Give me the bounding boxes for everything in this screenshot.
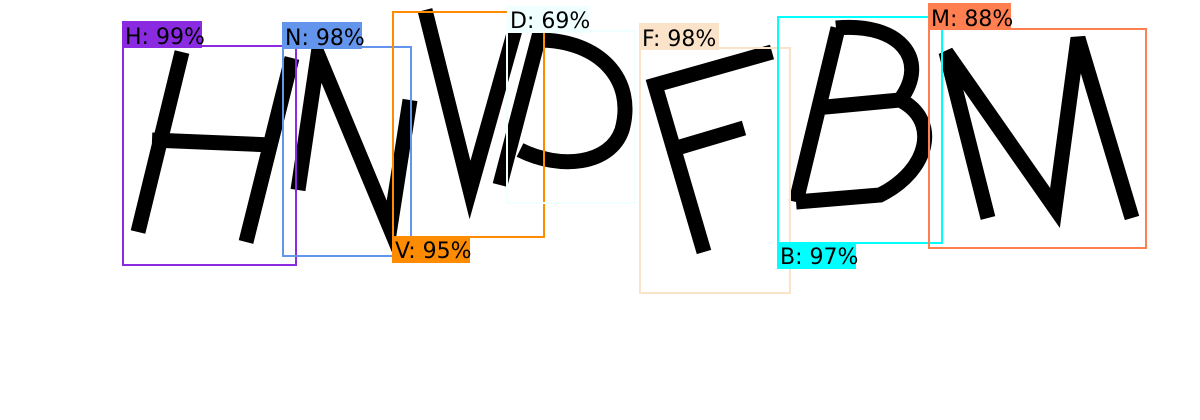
label-background: [282, 22, 362, 49]
detection-h: H: 99%: [122, 21, 297, 266]
detection-label: H: 99%: [125, 25, 205, 50]
captcha-image: [130, 8, 1140, 256]
detection-label: N: 98%: [285, 26, 365, 51]
glyph-m: [938, 35, 1140, 229]
bounding-box: [777, 16, 943, 244]
detection-v: V: 95%: [392, 11, 545, 264]
detection-label: B: 97%: [780, 245, 858, 270]
detection-d: D: 69%: [506, 6, 636, 204]
detection-n: N: 98%: [282, 22, 412, 257]
label-background: [777, 242, 856, 269]
glyph-d: [492, 32, 633, 187]
label-background: [507, 6, 589, 33]
detection-label: V: 95%: [395, 239, 472, 264]
glyph-h: [130, 50, 300, 244]
detection-m: M: 88%: [928, 3, 1147, 249]
label-background: [928, 3, 1011, 30]
bounding-box: [928, 28, 1147, 249]
bounding-box: [122, 45, 297, 266]
detection-f: F: 98%: [639, 23, 791, 294]
glyph-b: [788, 19, 933, 210]
label-background: [392, 236, 470, 263]
detection-label: D: 69%: [510, 9, 590, 34]
glyph-n: [290, 27, 418, 256]
label-background: [122, 21, 202, 48]
detection-b: B: 97%: [777, 16, 943, 270]
label-background: [639, 23, 719, 50]
glyph-f: [645, 44, 775, 255]
detection-label: F: 98%: [642, 27, 716, 52]
glyph-v: [417, 8, 528, 220]
detection-label: M: 88%: [931, 7, 1013, 32]
